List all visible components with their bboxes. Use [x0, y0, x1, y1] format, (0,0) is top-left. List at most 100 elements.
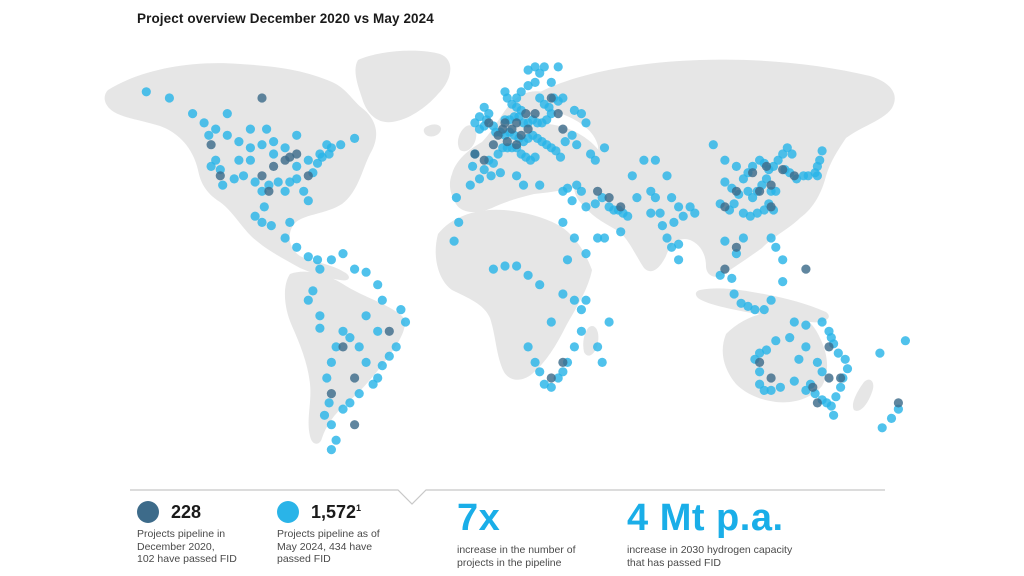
- project-dot-may-2024: [373, 280, 383, 290]
- project-dot-may-2024: [842, 364, 853, 374]
- stat-capacity-desc: increase in 2030 hydrogen capacity that …: [627, 544, 793, 569]
- project-dot-may-2024: [338, 404, 348, 414]
- project-dot-may-2024: [720, 236, 730, 246]
- project-dot-may-2024: [292, 174, 302, 184]
- project-dot-may-2024: [831, 392, 841, 402]
- project-dot-may-2024: [581, 202, 591, 212]
- project-dot-may-2024: [326, 357, 336, 367]
- page-title: Project overview December 2020 vs May 20…: [137, 11, 434, 26]
- project-dot-may-2024: [535, 180, 545, 190]
- project-dot-may-2024: [576, 109, 586, 119]
- project-dot-may-2024: [900, 336, 910, 346]
- project-dot-may-2024: [479, 102, 489, 112]
- project-dot-dec-2020: [384, 326, 394, 336]
- project-dot-may-2024: [164, 93, 174, 103]
- world-map-svg: [104, 50, 910, 455]
- project-dot-may-2024: [650, 155, 661, 165]
- project-dot-may-2024: [488, 264, 498, 274]
- project-dot-may-2024: [326, 445, 336, 455]
- project-dot-may-2024: [280, 143, 290, 153]
- project-dot-may-2024: [535, 280, 545, 290]
- project-dot-dec-2020: [285, 152, 295, 162]
- project-dot-may-2024: [690, 208, 700, 218]
- project-dot-may-2024: [771, 242, 781, 252]
- project-dot-may-2024: [546, 317, 556, 327]
- project-dot-may-2024: [597, 357, 607, 367]
- project-dot-may-2024: [204, 130, 214, 140]
- project-dot-may-2024: [539, 379, 549, 389]
- legend-desc-dec-2020: Projects pipeline in December 2020, 102 …: [137, 528, 237, 565]
- project-dot-may-2024: [678, 211, 688, 221]
- project-dot-may-2024: [245, 143, 255, 153]
- project-dot-may-2024: [317, 152, 327, 162]
- project-dot-may-2024: [785, 333, 795, 343]
- project-dot-may-2024: [345, 333, 355, 343]
- stat-pipeline-desc: increase in the number of projects in th…: [457, 544, 576, 569]
- project-dot-may-2024: [512, 261, 522, 271]
- project-dot-dec-2020: [553, 109, 563, 119]
- project-dot-may-2024: [771, 336, 781, 346]
- stat-pipeline-increase: 7x increase in the number of projects in…: [457, 498, 575, 569]
- project-dot-may-2024: [338, 249, 348, 259]
- project-dot-may-2024: [836, 382, 846, 392]
- project-dot-may-2024: [569, 342, 579, 352]
- project-dot-dec-2020: [766, 202, 776, 212]
- project-dot-may-2024: [877, 423, 887, 433]
- project-dot-may-2024: [581, 295, 591, 305]
- project-dot-dec-2020: [893, 398, 904, 408]
- project-dot-may-2024: [794, 354, 804, 364]
- project-dot-may-2024: [257, 140, 267, 150]
- project-dot-may-2024: [646, 208, 656, 218]
- project-dot-dec-2020: [257, 93, 267, 103]
- project-dot-may-2024: [384, 351, 394, 361]
- project-dot-may-2024: [280, 233, 290, 243]
- project-dot-may-2024: [752, 208, 762, 218]
- project-dot-may-2024: [576, 186, 586, 196]
- project-dot-may-2024: [245, 155, 255, 165]
- project-dot-may-2024: [560, 137, 570, 147]
- project-dot-may-2024: [523, 270, 533, 280]
- project-dot-may-2024: [812, 171, 823, 181]
- project-dot-dec-2020: [720, 202, 730, 212]
- project-dot-dec-2020: [778, 165, 788, 175]
- project-dot-may-2024: [597, 193, 607, 203]
- project-dot-may-2024: [465, 180, 475, 190]
- project-dot-dec-2020: [546, 373, 556, 383]
- project-dot-may-2024: [766, 295, 776, 305]
- project-dot-dec-2020: [470, 149, 480, 159]
- project-dot-may-2024: [720, 177, 730, 187]
- project-dot-may-2024: [567, 130, 577, 140]
- project-dot-may-2024: [593, 233, 603, 243]
- project-dot-may-2024: [569, 105, 579, 115]
- project-dot-may-2024: [669, 217, 679, 227]
- project-dot-may-2024: [373, 326, 383, 336]
- project-dot-dec-2020: [350, 420, 360, 430]
- project-dot-may-2024: [361, 267, 371, 277]
- project-dot-may-2024: [829, 410, 839, 420]
- project-dot-may-2024: [500, 261, 510, 271]
- land-new-zealand: [852, 379, 874, 411]
- project-dot-may-2024: [218, 180, 228, 190]
- project-dot-may-2024: [627, 171, 637, 181]
- project-dot-dec-2020: [824, 342, 834, 352]
- project-dot-may-2024: [269, 149, 279, 159]
- stat-capacity-increase: 4 Mt p.a. increase in 2030 hydrogen capa…: [627, 498, 792, 569]
- project-dot-may-2024: [354, 342, 364, 352]
- project-dot-may-2024: [759, 305, 769, 315]
- project-dot-may-2024: [211, 124, 221, 134]
- project-dot-may-2024: [315, 264, 325, 274]
- project-dot-may-2024: [803, 171, 813, 181]
- project-dot-may-2024: [345, 398, 355, 408]
- project-dot-may-2024: [775, 382, 786, 392]
- project-dot-may-2024: [238, 171, 249, 181]
- project-dot-may-2024: [759, 385, 769, 395]
- project-dot-may-2024: [558, 367, 568, 377]
- project-dot-may-2024: [250, 177, 260, 187]
- project-dot-may-2024: [368, 379, 378, 389]
- project-dot-dec-2020: [521, 109, 531, 119]
- project-dot-dec-2020: [502, 137, 512, 147]
- project-dot-may-2024: [331, 342, 341, 352]
- legend-may-2024: 1,5721 Projects pipeline as of May 2024,…: [277, 501, 380, 566]
- project-dot-may-2024: [581, 118, 591, 128]
- project-dot-dec-2020: [558, 124, 568, 134]
